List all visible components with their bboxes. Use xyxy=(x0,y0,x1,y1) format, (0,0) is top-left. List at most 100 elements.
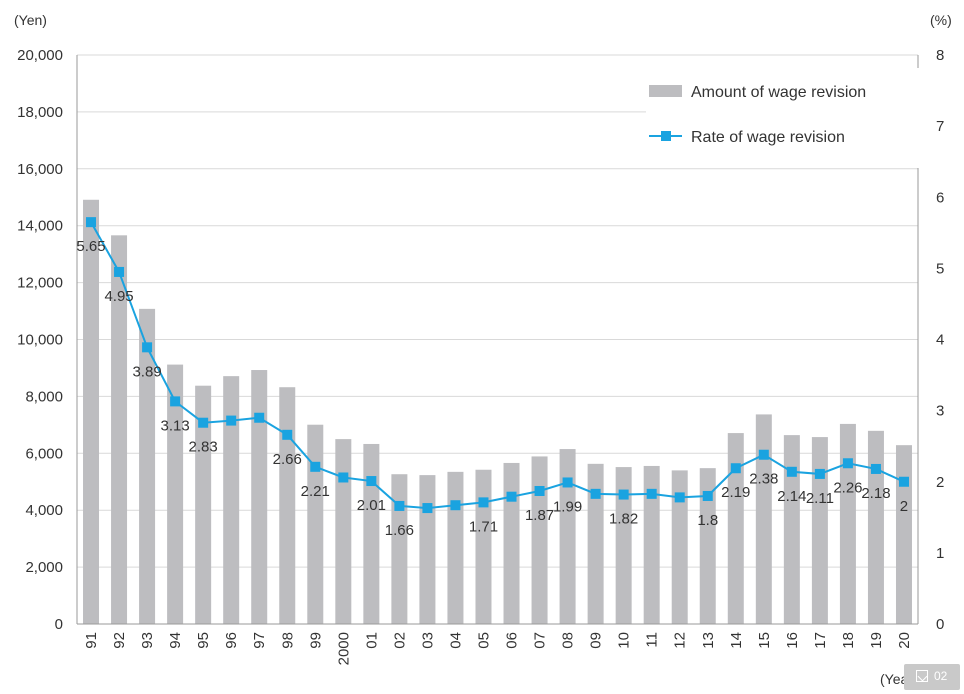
rate-point xyxy=(758,449,769,460)
bar xyxy=(111,235,128,624)
bar xyxy=(503,462,520,624)
bar xyxy=(615,467,632,624)
y-right-tick-label: 5 xyxy=(936,260,944,277)
legend-line-marker xyxy=(661,131,671,141)
bar xyxy=(223,376,240,624)
rate-point xyxy=(814,468,825,479)
rate-point xyxy=(254,412,265,423)
rate-data-label: 2.26 xyxy=(833,479,862,496)
legend: Amount of wage revision Rate of wage rev… xyxy=(646,68,920,168)
rate-data-label: 2.19 xyxy=(721,484,750,501)
y-left-tick-label: 6,000 xyxy=(25,445,63,462)
rate-point xyxy=(898,476,909,487)
rate-data-label: 4.95 xyxy=(104,288,133,305)
y-right-tick-label: 7 xyxy=(936,118,944,135)
bar xyxy=(307,424,324,624)
legend-bar-label: Amount of wage revision xyxy=(691,84,866,101)
x-tick-label: 02 xyxy=(391,632,408,649)
y-left-tick-label: 2,000 xyxy=(25,559,63,576)
y-right-tick-label: 1 xyxy=(936,545,944,562)
rate-point xyxy=(394,500,405,511)
legend-background xyxy=(646,68,920,168)
rate-point xyxy=(478,497,489,508)
bar xyxy=(167,364,184,624)
rate-data-label: 2.11 xyxy=(806,490,834,507)
x-tick-label: 09 xyxy=(588,632,605,649)
bar xyxy=(279,387,296,624)
bar xyxy=(251,370,268,624)
rate-point xyxy=(618,489,629,500)
bar xyxy=(587,463,604,624)
bar xyxy=(671,470,688,624)
rate-point xyxy=(310,461,321,472)
gridlines xyxy=(77,54,918,568)
x-tick-label: 11 xyxy=(644,632,661,648)
rate-data-label: 2 xyxy=(900,498,908,515)
x-tick-label: 92 xyxy=(111,632,128,649)
image-badge: 02 xyxy=(904,664,960,690)
x-tick-label: 97 xyxy=(251,632,268,649)
rate-data-label: 1.8 xyxy=(697,512,718,529)
x-tick-label: 06 xyxy=(504,632,521,649)
bar xyxy=(867,430,884,624)
rate-point xyxy=(786,466,797,477)
x-tick-label: 15 xyxy=(756,632,773,649)
x-tick-label: 08 xyxy=(560,632,577,649)
rate-data-label: 3.13 xyxy=(161,417,190,434)
line-series xyxy=(86,217,909,514)
rate-data-label: 1.99 xyxy=(553,498,582,515)
x-tick-label: 04 xyxy=(447,632,464,649)
bar xyxy=(83,199,100,624)
rate-point xyxy=(702,490,713,501)
bar xyxy=(139,308,156,624)
rate-point xyxy=(450,500,461,511)
rate-point xyxy=(562,477,573,488)
x-tick-label: 93 xyxy=(139,632,156,649)
x-tick-label: 91 xyxy=(83,632,100,649)
bar xyxy=(531,456,548,624)
x-tick-label: 17 xyxy=(812,632,829,649)
rate-point xyxy=(674,492,685,503)
x-tick-label: 16 xyxy=(784,632,801,649)
x-tick-label: 94 xyxy=(167,632,184,649)
rate-point xyxy=(870,463,881,474)
x-tick-label: 12 xyxy=(672,632,689,649)
y-right-tick-label: 4 xyxy=(936,332,944,349)
x-tick-label: 19 xyxy=(868,632,885,649)
right-axis-unit: (%) xyxy=(930,12,952,28)
bar xyxy=(755,414,772,624)
rate-point xyxy=(842,458,853,469)
rate-point xyxy=(282,429,293,440)
x-tick-label: 2000 xyxy=(335,632,352,665)
y-left-tick-label: 4,000 xyxy=(25,502,63,519)
legend-line-label: Rate of wage revision xyxy=(691,129,845,146)
y-right-tick-label: 8 xyxy=(936,47,944,64)
x-tick-label: 10 xyxy=(616,632,633,649)
bar xyxy=(447,471,464,624)
rate-data-label: 1.66 xyxy=(385,522,414,539)
y-right-tick-label: 3 xyxy=(936,403,944,420)
x-tick-label: 01 xyxy=(363,632,380,649)
x-tick-label: 14 xyxy=(728,632,745,649)
x-tick-label: 18 xyxy=(840,632,857,649)
rate-data-label: 1.82 xyxy=(609,511,638,528)
y-left-tick-label: 18,000 xyxy=(17,104,63,121)
rate-data-label: 2.01 xyxy=(357,497,386,514)
tick-labels: 0 2,000 4,000 6,000 8,000 10,000 12,000 14,000 1… xyxy=(17,47,944,665)
legend-bar-swatch xyxy=(649,85,682,97)
x-tick-label: 05 xyxy=(475,632,492,649)
bar xyxy=(195,385,212,624)
rate-point xyxy=(338,472,349,483)
rate-point xyxy=(86,217,97,228)
rate-point xyxy=(226,415,237,426)
y-left-tick-label: 14,000 xyxy=(17,218,63,235)
rate-data-label: 2.14 xyxy=(777,488,806,505)
rate-data-label: 1.87 xyxy=(525,507,554,524)
rate-point xyxy=(366,476,377,487)
y-right-tick-label: 6 xyxy=(936,189,944,206)
x-tick-label: 13 xyxy=(700,632,717,649)
bar xyxy=(727,433,744,624)
rate-point xyxy=(534,485,545,496)
bar xyxy=(335,439,352,624)
